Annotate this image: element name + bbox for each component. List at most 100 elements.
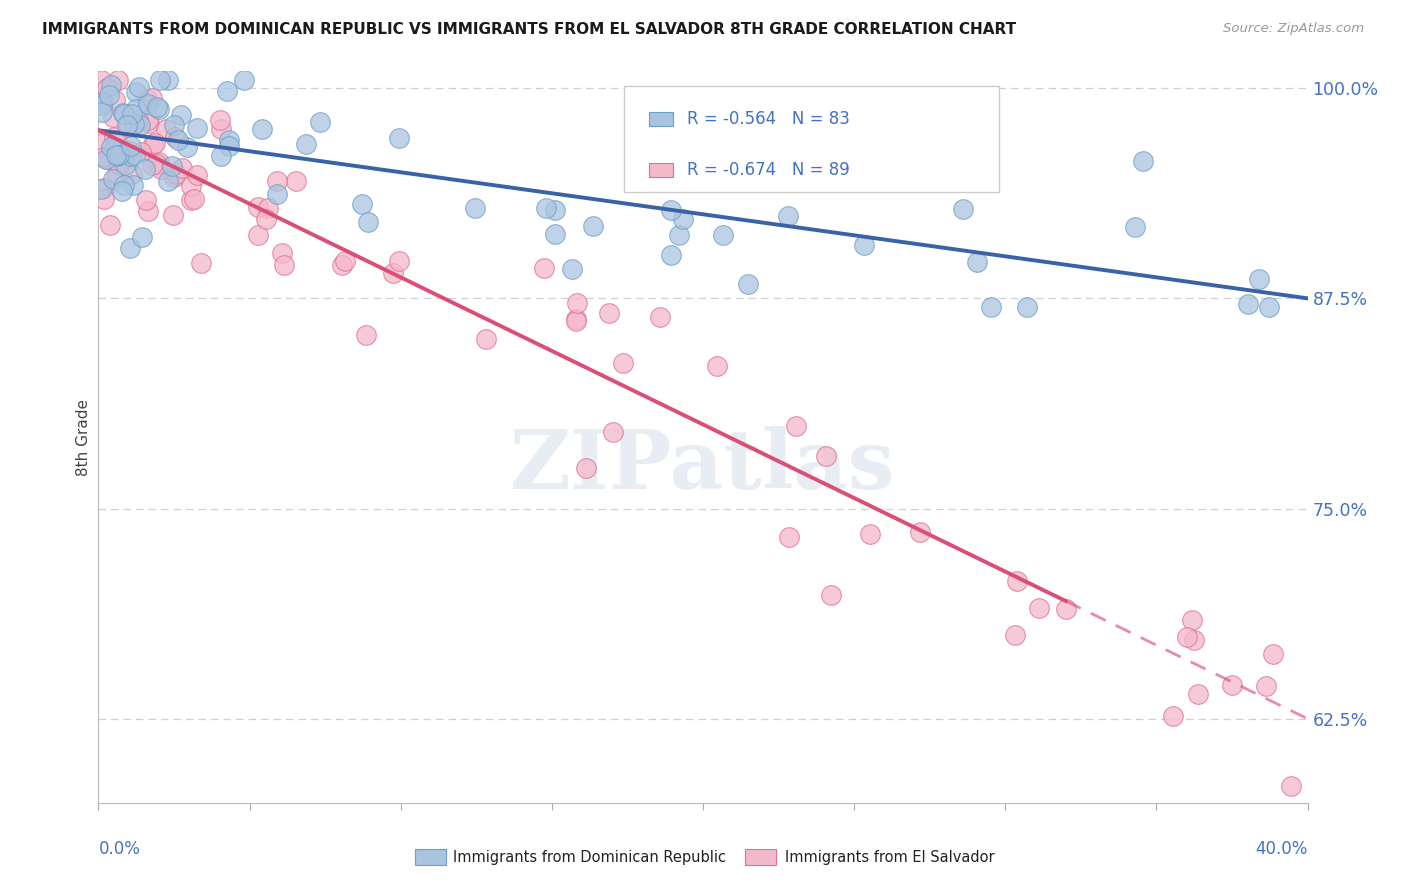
Point bbox=[659, 202, 682, 217]
Point bbox=[233, 72, 256, 87]
Point bbox=[1222, 678, 1244, 692]
Point bbox=[186, 168, 208, 182]
Point bbox=[388, 254, 411, 268]
Point bbox=[1175, 630, 1198, 644]
Point bbox=[1123, 219, 1146, 234]
Point bbox=[602, 425, 624, 440]
Point bbox=[335, 253, 357, 268]
Point bbox=[536, 202, 558, 216]
Point bbox=[141, 158, 163, 172]
Point bbox=[124, 148, 146, 162]
Point bbox=[128, 80, 150, 95]
Point bbox=[170, 108, 193, 122]
Point bbox=[122, 116, 145, 130]
Point bbox=[250, 122, 273, 136]
Point bbox=[105, 148, 128, 162]
Point bbox=[273, 259, 295, 273]
Point bbox=[96, 153, 118, 167]
Point bbox=[1249, 272, 1271, 286]
Point bbox=[778, 209, 800, 223]
Point bbox=[354, 328, 377, 343]
Point bbox=[167, 133, 190, 147]
Point bbox=[114, 158, 136, 172]
Point bbox=[121, 167, 143, 181]
Point bbox=[561, 261, 583, 276]
Point bbox=[246, 200, 269, 214]
Point bbox=[129, 145, 152, 159]
Point bbox=[134, 162, 156, 177]
Point bbox=[1263, 647, 1285, 661]
Point bbox=[382, 267, 405, 281]
Point bbox=[131, 230, 153, 244]
Point bbox=[266, 174, 288, 188]
Point bbox=[103, 129, 125, 144]
Point bbox=[246, 227, 269, 242]
Text: Immigrants from Dominican Republic: Immigrants from Dominican Republic bbox=[453, 850, 725, 864]
Point bbox=[149, 72, 172, 87]
Point bbox=[208, 113, 231, 128]
Point bbox=[112, 106, 135, 120]
Point bbox=[148, 155, 170, 169]
Point bbox=[136, 204, 159, 219]
Point bbox=[1187, 687, 1209, 701]
Point bbox=[117, 119, 139, 133]
Point bbox=[163, 130, 186, 145]
Point bbox=[145, 99, 167, 113]
Point bbox=[1005, 574, 1028, 589]
Point bbox=[136, 112, 159, 127]
Point bbox=[357, 215, 380, 229]
Point bbox=[91, 98, 114, 112]
Point bbox=[308, 115, 330, 129]
Point bbox=[723, 143, 745, 157]
Point bbox=[612, 356, 634, 370]
Point bbox=[93, 181, 115, 195]
Point bbox=[952, 202, 974, 216]
Point bbox=[778, 530, 800, 544]
Point bbox=[190, 256, 212, 270]
Point bbox=[121, 178, 143, 192]
Point bbox=[156, 174, 179, 188]
Point bbox=[125, 102, 148, 116]
Point bbox=[209, 122, 232, 136]
Point bbox=[859, 526, 882, 541]
Point bbox=[180, 179, 202, 194]
Point bbox=[218, 138, 240, 153]
Point bbox=[668, 227, 690, 242]
Point bbox=[121, 107, 143, 121]
Point bbox=[172, 161, 194, 175]
Point bbox=[650, 310, 672, 325]
Point bbox=[350, 196, 373, 211]
Text: ZIPatlas: ZIPatlas bbox=[510, 426, 896, 507]
Point bbox=[785, 419, 807, 434]
Point bbox=[100, 139, 122, 153]
Point bbox=[564, 314, 586, 328]
Point bbox=[165, 167, 187, 181]
Point bbox=[898, 156, 921, 170]
Point bbox=[105, 167, 128, 181]
Point bbox=[100, 78, 122, 93]
Point bbox=[575, 460, 598, 475]
Point bbox=[93, 192, 115, 206]
Point bbox=[155, 122, 177, 136]
Point bbox=[284, 173, 307, 187]
Point bbox=[141, 91, 163, 105]
Point bbox=[1258, 300, 1281, 314]
Point bbox=[217, 84, 239, 98]
Point bbox=[186, 120, 208, 135]
Point bbox=[142, 136, 165, 151]
Point bbox=[1015, 300, 1038, 314]
Point bbox=[96, 81, 118, 95]
Point bbox=[138, 115, 160, 129]
Point bbox=[966, 255, 988, 269]
Point bbox=[112, 178, 135, 192]
Point bbox=[163, 170, 186, 185]
Text: Source: ZipAtlas.com: Source: ZipAtlas.com bbox=[1223, 22, 1364, 36]
Point bbox=[148, 103, 170, 117]
Point bbox=[91, 95, 114, 110]
Point bbox=[98, 218, 121, 232]
Point bbox=[1236, 296, 1258, 310]
Point bbox=[1254, 679, 1277, 693]
Point bbox=[779, 155, 801, 169]
Point bbox=[1004, 628, 1026, 642]
Point bbox=[711, 228, 734, 243]
